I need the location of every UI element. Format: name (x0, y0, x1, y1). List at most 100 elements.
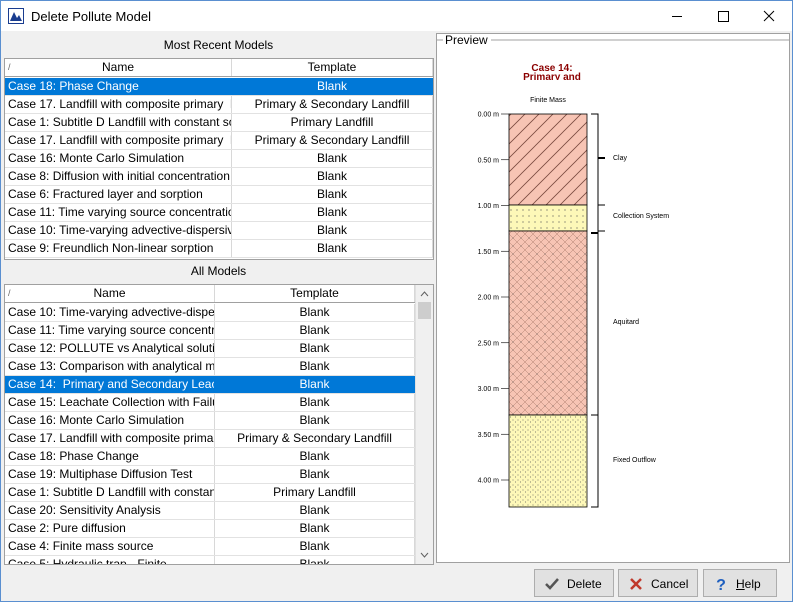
model-name: Case 15: Leachate Collection with Failur… (5, 394, 215, 411)
model-template: Blank (232, 240, 433, 257)
layer-label: Fixed Outflow (613, 457, 657, 464)
model-name: Case 11: Time varying source concentrati… (5, 322, 215, 339)
model-template: Blank (215, 358, 415, 375)
soil-layer (508, 113, 588, 206)
model-row[interactable]: Case 18: Phase Change Blank (5, 448, 415, 466)
model-row[interactable]: Case 14: Primary and Secondary LeachateB… (5, 376, 415, 394)
model-row[interactable]: Case 16: Monte Carlo Simulation Blank (5, 412, 415, 430)
model-row[interactable]: Case 20: Sensitivity Analysis Blank (5, 502, 415, 520)
preview-title: Primary and (523, 72, 581, 83)
model-row[interactable]: Case 13: Comparison with analytical meth… (5, 358, 415, 376)
column-header: Template (215, 285, 415, 302)
model-name: Case 4: Finite mass source (5, 538, 215, 555)
model-template: Blank (215, 340, 415, 357)
model-row[interactable]: Case 12: POLLUTE vs Analytical solution B… (5, 340, 415, 358)
model-template: Primary & Secondary Landfill (232, 96, 433, 113)
close-button[interactable] (746, 1, 792, 31)
model-row[interactable]: Case 17. Landfill with composite primary… (5, 430, 415, 448)
model-name: Case 14: Primary and Secondary Leachate (5, 376, 215, 393)
button-label: Help (736, 577, 761, 591)
model-template: Primary Landfill (232, 114, 433, 131)
depth-label: 3.50 m (478, 432, 500, 439)
model-name: Case 20: Sensitivity Analysis (5, 502, 215, 519)
model-template: Primary & Secondary Landfill (215, 430, 415, 447)
preview-panel: Preview Case 14: Primary and Finite Mass… (436, 33, 790, 563)
model-row[interactable]: Case 16: Monte Carlo Simulation Blank (5, 150, 433, 168)
preview-graphic: Preview Case 14: Primary and Finite Mass… (437, 33, 789, 508)
model-template: Blank (232, 150, 433, 167)
depth-label: 3.00 m (478, 386, 500, 393)
model-row[interactable]: Case 18: Phase Change Blank (5, 78, 433, 96)
preview-title: Case 14: (531, 63, 572, 74)
depth-label: 2.50 m (478, 340, 500, 347)
model-row[interactable]: Case 1: Subtitle D Landfill with constan… (5, 484, 415, 502)
model-template: Blank (215, 520, 415, 537)
layer-label: Clay (613, 155, 628, 162)
model-name: Case 1: Subtitle D Landfill with constan… (5, 484, 215, 501)
column-header: Name (5, 59, 232, 76)
depth-label: 0.50 m (478, 157, 500, 164)
section-title: All Models (190, 264, 247, 278)
model-row[interactable]: Case 4: Finite mass source Blank (5, 538, 415, 556)
model-template: Blank (215, 502, 415, 519)
depth-label: 1.00 m (478, 203, 500, 210)
model-template: Primary Landfill (215, 484, 415, 501)
model-name: Case 17. Landfill with composite primary… (5, 430, 215, 447)
model-name: Case 16: Monte Carlo Simulation (5, 150, 232, 167)
model-name: Case 9: Freundlich Non-linear sorption (5, 240, 232, 257)
model-name: Case 13: Comparison with analytical meth… (5, 358, 215, 375)
model-template: Blank (232, 78, 433, 95)
sort-indicator: / (8, 288, 11, 298)
delete-button[interactable]: Delete (534, 569, 614, 597)
layer-label: Collection System (613, 213, 669, 220)
model-row[interactable]: Case 17. Landfill with composite primary… (5, 96, 433, 114)
model-name: Case 10: Time-varying advective-dispersi… (5, 304, 215, 321)
maximize-button[interactable] (700, 1, 746, 31)
model-template: Blank (215, 394, 415, 411)
model-row[interactable]: Case 11: Time varying source concentrati… (5, 322, 415, 340)
model-name: Case 12: POLLUTE vs Analytical solution (5, 340, 215, 357)
cancel-icon (630, 578, 642, 590)
sort-indicator: / (8, 62, 11, 72)
model-row[interactable]: Case 19: Multiphase Diffusion Test Blank (5, 466, 415, 484)
header-row: / Name Template (5, 285, 415, 303)
model-template: Blank (215, 556, 415, 564)
title-bar: Delete Pollute Model (1, 1, 792, 31)
cancel-button[interactable]: Cancel (618, 569, 698, 597)
model-row[interactable]: Case 15: Leachate Collection with Failur… (5, 394, 415, 412)
model-name: Case 2: Pure diffusion (5, 520, 215, 537)
depth-label: 4.00 m (478, 478, 500, 485)
title-clip: Primary and (523, 72, 581, 83)
model-template: Primary & Secondary Landfill (232, 132, 433, 149)
model-name: Case 11: Time varying source concentrati… (5, 204, 232, 221)
model-row[interactable]: Case 8: Diffusion with initial concentra… (5, 168, 433, 186)
model-template: Blank (215, 322, 415, 339)
app-icon (8, 8, 24, 24)
model-template: Blank (215, 466, 415, 483)
model-name: Case 1: Subtitle D Landfill with constan… (5, 114, 232, 131)
help-icon: ? (716, 577, 726, 592)
column-header: Name (5, 285, 215, 302)
model-name: Case 18: Phase Change (5, 78, 232, 95)
model-name: Case 17. Landfill with composite primary… (5, 96, 232, 113)
model-row[interactable]: Case 1: Subtitle D Landfill with constan… (5, 114, 433, 132)
model-row[interactable]: Case 6: Fractured layer and sorption Blan… (5, 186, 433, 204)
model-row[interactable]: Case 10: Time-varying advective-dispersi… (5, 222, 433, 240)
layer-bracket (591, 113, 605, 508)
model-row[interactable]: Case 2: Pure diffusion Blank (5, 520, 415, 538)
minimize-button[interactable] (654, 1, 700, 31)
group-label: Preview (445, 34, 488, 47)
section-title: Most Recent Models (163, 38, 274, 52)
model-row[interactable]: Case 9: Freundlich Non-linear sorption Bl… (5, 240, 433, 258)
soil-layer (508, 230, 588, 416)
header-row: / Name Template (5, 59, 433, 77)
model-row[interactable]: Case 10: Time-varying advective-dispersi… (5, 304, 415, 322)
scrollbar[interactable] (415, 285, 433, 564)
model-template: Blank (215, 376, 415, 393)
model-row[interactable]: Case 17. Landfill with composite primary… (5, 132, 433, 150)
model-name: Case 17. Landfill with composite primary… (5, 132, 232, 149)
help-button[interactable]: ? Help (703, 569, 777, 597)
model-row[interactable]: Case 5: Hydraulic trap - Finite Blank (5, 556, 415, 564)
model-row[interactable]: Case 11: Time varying source concentrati… (5, 204, 433, 222)
